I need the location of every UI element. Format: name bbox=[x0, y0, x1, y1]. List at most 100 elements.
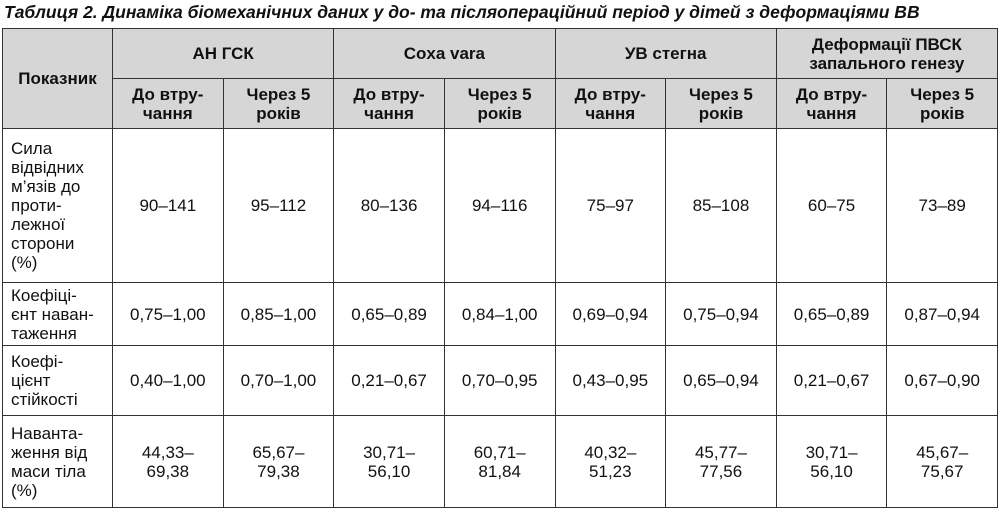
group-header: УВ стегна bbox=[554, 28, 777, 79]
cell-line: До втру- bbox=[132, 84, 204, 104]
cell-line: 0,65–0,89 bbox=[351, 304, 427, 324]
cell-line: 51,23 bbox=[589, 461, 632, 481]
data-cell: 90–141 bbox=[112, 128, 224, 283]
cell-line: 0,65–0,89 bbox=[793, 304, 870, 324]
cell-line: цієнт bbox=[11, 371, 51, 390]
cell-line: Через 5 bbox=[467, 84, 532, 104]
data-cell: 0,70–1,00 bbox=[222, 345, 335, 416]
cell-line: 69,38 bbox=[146, 461, 190, 481]
cell-line: чання bbox=[585, 103, 636, 123]
cell-line: років bbox=[919, 103, 965, 123]
data-cell: 73–89 bbox=[886, 128, 998, 283]
cell-line: 60,71– bbox=[473, 442, 526, 462]
cell-line: років bbox=[477, 103, 522, 123]
sub-header: До втру-чання bbox=[112, 78, 224, 129]
sub-header: Через 5 років bbox=[886, 78, 998, 129]
cell-line: (%) bbox=[11, 480, 38, 500]
data-cell: 0,65–0,89 bbox=[333, 282, 445, 346]
row-label: Коефіці-єнт наван-таження bbox=[2, 282, 113, 346]
data-row: Сила відвідних м’язів до проти-лежної сторон… bbox=[2, 128, 998, 283]
cell-line: Коефіці- bbox=[11, 285, 77, 305]
data-cell: 80–136 bbox=[333, 128, 445, 283]
cell-line: 77,56 bbox=[699, 461, 743, 481]
row-label: Сила відвідних м’язів до проти-лежної сторон… bbox=[2, 128, 113, 283]
cell-line: 95–112 bbox=[250, 196, 307, 215]
cell-line: 0,75–0,94 bbox=[683, 304, 759, 324]
row-label: Наванта-ження від маси тіла (%) bbox=[2, 415, 113, 508]
cell-line: сторони bbox=[11, 234, 75, 253]
cell-line: відвідних bbox=[11, 158, 84, 177]
cell-line: 30,71– bbox=[805, 442, 858, 462]
data-cell: 0,84–1,00 bbox=[443, 282, 556, 346]
data-cell: 30,71– 56,10 bbox=[775, 415, 888, 508]
cell-line: Через 5 bbox=[910, 84, 975, 104]
cell-line: АН ГСК bbox=[192, 44, 254, 63]
cell-line: 0,85–1,00 bbox=[240, 304, 317, 324]
table-title: Таблиця 2. Динаміка біомеханічних даних … bbox=[4, 2, 920, 22]
sub-header: Через 5 років bbox=[222, 78, 335, 129]
cell-line: років bbox=[256, 103, 301, 123]
cell-line: 40,32– bbox=[584, 442, 637, 462]
data-cell: 0,69–0,94 bbox=[554, 282, 667, 346]
data-table: Показник АН ГСК Coxa vara УВ стегна Деформац… bbox=[2, 28, 999, 508]
cell-line: 56,10 bbox=[810, 461, 853, 481]
cell-line: 0,43–0,95 bbox=[572, 371, 649, 390]
cell-line: 56,10 bbox=[367, 461, 411, 481]
header-row: До втру-чання Через 5 років До втру-чання Че… bbox=[3, 78, 998, 129]
data-cell: 44,33– 69,38 bbox=[112, 415, 224, 508]
cell-line: 0,65–0,94 bbox=[683, 371, 759, 390]
cell-line: 85–108 bbox=[692, 196, 750, 215]
data-cell: 0,43–0,95 bbox=[554, 345, 667, 416]
cell-line: 45,67– bbox=[916, 442, 969, 462]
cell-line: 94–116 bbox=[471, 196, 528, 215]
cell-line: 0,21–0,67 bbox=[351, 371, 427, 390]
cell-line: 0,69–0,94 bbox=[572, 304, 649, 324]
cell-line: проти- bbox=[11, 196, 62, 215]
cell-line: таження bbox=[11, 323, 77, 343]
cell-line: Через 5 bbox=[689, 84, 753, 104]
data-row: Коефіці-єнт наван-таження 0,75–1,00 0,85–1… bbox=[2, 282, 998, 346]
cell-line: 81,84 bbox=[478, 461, 521, 481]
cell-line: Коефі- bbox=[11, 352, 64, 371]
header-row: Показник АН ГСК Coxa vara УВ стегна Деформац… bbox=[2, 28, 999, 129]
data-cell: 40,32– 51,23 bbox=[554, 415, 667, 508]
cell-line: 60–75 bbox=[807, 196, 856, 215]
data-cell: 45,67– 75,67 bbox=[886, 415, 998, 508]
data-cell: 45,77– 77,56 bbox=[665, 415, 777, 508]
cell-line: чання bbox=[806, 103, 857, 123]
cell-line: 44,33– bbox=[141, 442, 194, 462]
sub-header: До втру-чання bbox=[554, 78, 667, 129]
data-row: Коефі-цієнт стійкості 0,40–1,00 0,70–1,00 0,… bbox=[2, 345, 998, 416]
cell-line: 0,70–1,00 bbox=[240, 371, 317, 390]
data-cell: 0,21–0,67 bbox=[333, 345, 445, 416]
data-cell: 0,87–0,94 bbox=[886, 282, 998, 346]
cell-line: 30,71– bbox=[363, 442, 416, 462]
data-cell: 60–75 bbox=[775, 128, 888, 283]
row-label: Коефі-цієнт стійкості bbox=[2, 345, 113, 416]
data-cell: 0,67–0,90 bbox=[886, 345, 998, 416]
sub-header: До втру-чання bbox=[775, 78, 888, 129]
data-cell: 0,70–0,95 bbox=[443, 345, 556, 416]
cell-line: 0,87–0,94 bbox=[904, 304, 980, 324]
cell-line: м’язів до bbox=[11, 177, 81, 196]
cell-line: 0,75–1,00 bbox=[129, 304, 206, 324]
cell-line: 0,70–0,95 bbox=[461, 371, 538, 390]
cell-line: чання bbox=[142, 103, 193, 123]
cell-line: УВ стегна bbox=[624, 44, 707, 63]
cell-line: 0,21–0,67 bbox=[793, 371, 870, 390]
group-header: Деформації ПВСК запального генезу bbox=[775, 28, 999, 79]
data-cell: 0,65–0,94 bbox=[665, 345, 777, 416]
data-cell: 60,71– 81,84 bbox=[443, 415, 556, 508]
cell-line: До втру- bbox=[353, 84, 425, 104]
data-cell: 94–116 bbox=[443, 128, 556, 283]
data-cell: 95–112 bbox=[222, 128, 335, 283]
cell-line: років bbox=[698, 103, 744, 123]
cell-line: лежної bbox=[11, 215, 66, 234]
cell-line: 80–136 bbox=[360, 196, 418, 215]
cell-line: Показник bbox=[18, 69, 97, 88]
data-row: Наванта-ження від маси тіла (%) 44,33– 69,38… bbox=[2, 415, 998, 508]
cell-line: Сила bbox=[11, 139, 53, 158]
data-cell: 0,75–1,00 bbox=[112, 282, 224, 346]
cell-line: (%) bbox=[11, 253, 38, 272]
cell-line: До втру- bbox=[795, 84, 868, 104]
